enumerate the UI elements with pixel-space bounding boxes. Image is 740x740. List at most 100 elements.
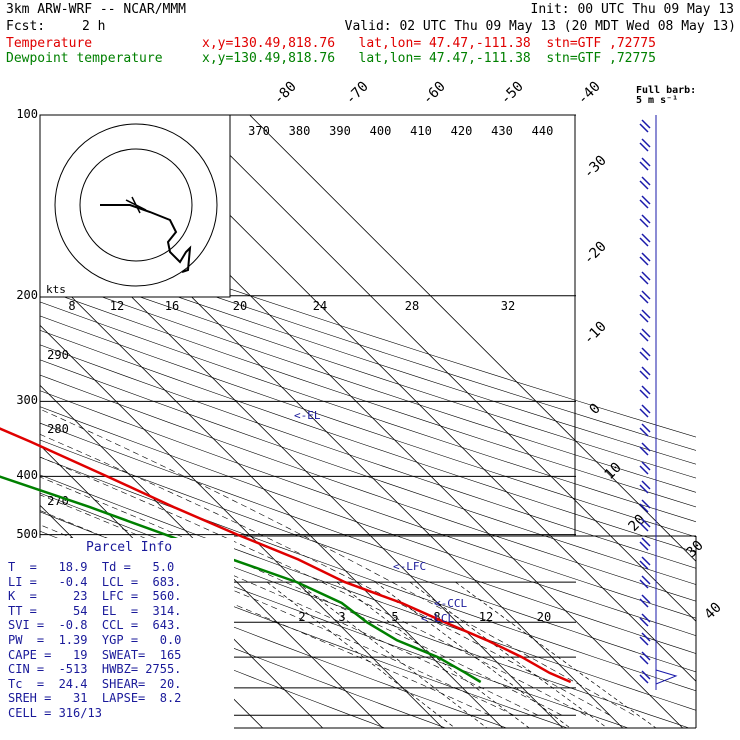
legend-dewpoint-info: x,y=130.49,818.76 lat,lon= 47.47,-111.38… <box>202 51 656 66</box>
hodograph-ring-inner <box>79 148 193 262</box>
dry-adiabat-line <box>40 406 696 636</box>
wind-barb <box>639 480 651 494</box>
pressure-tick-label: 300 <box>16 393 38 408</box>
parcel-info-row: PW = 1.39 YGP = 0.0 <box>8 633 182 647</box>
model-title: 3km ARW-WRF -- NCAR/MMM <box>6 2 187 17</box>
dry-adiabat-line <box>40 592 386 728</box>
full-barb-legend: Full barb: 5 m s⁻¹ <box>636 86 696 106</box>
moist-adiabat-line <box>40 524 491 716</box>
parcel-info-row: TT = 54 EL = 314. <box>8 603 182 618</box>
pressure-tick-label: 100 <box>16 107 38 121</box>
wind-barb <box>639 309 651 323</box>
wind-barb <box>639 385 651 399</box>
fcst-label: Fcst: <box>6 19 46 34</box>
wind-barb <box>639 670 651 684</box>
pressure-tick-label: 400 <box>16 468 38 483</box>
moist-adiabat-line <box>40 456 587 716</box>
dry-adiabat-line <box>40 571 446 728</box>
wind-barb <box>639 271 651 285</box>
isotherm-line <box>40 264 504 728</box>
hodograph-trace <box>100 204 192 273</box>
mixing-ratio-line <box>375 581 571 728</box>
isotherm-label: -30 <box>581 153 610 182</box>
wind-barb <box>639 499 651 513</box>
fcst-value: 2 h <box>82 19 106 34</box>
wind-barb <box>639 290 651 304</box>
temperature-trace <box>0 427 572 684</box>
mixing-ratio-label: 24 <box>313 299 327 313</box>
wind-barb <box>639 442 651 456</box>
isotherm-line <box>40 384 384 728</box>
mixing-ratio-label: 12 <box>110 299 124 313</box>
dry-adiabat-line <box>40 315 696 538</box>
parcel-info-row: T = 18.9 Td = 5.0 <box>8 560 175 574</box>
isotherm-label: -10 <box>581 319 610 348</box>
theta-label: 440 <box>532 124 554 138</box>
isotherm-label: -60 <box>420 79 449 108</box>
dry-adiabat-line <box>40 223 696 438</box>
wind-barb <box>639 366 651 380</box>
mixing-ratio-label: 32 <box>501 299 515 313</box>
theta-left-label: 280 <box>47 422 69 436</box>
mixing-ratio-label: 8 <box>433 610 440 624</box>
hodograph-units: kts <box>46 283 66 296</box>
dry-adiabat-line <box>40 474 696 711</box>
wind-barb <box>639 556 651 570</box>
full-barb-line2: 5 m s⁻¹ <box>636 95 679 106</box>
init-time: Init: 00 UTC Thu 09 May 13 <box>530 2 735 17</box>
pressure-tick-label: 200 <box>16 287 38 302</box>
wind-barb <box>639 176 651 190</box>
dewpoint-trace <box>0 475 482 684</box>
full-barb-line1: Full barb: <box>636 85 697 96</box>
wind-barb <box>639 347 651 361</box>
pressure-tick-label: 500 <box>16 526 38 541</box>
dry-adiabat-line <box>40 274 696 493</box>
dry-adiabat-line <box>40 422 696 654</box>
parcel-info-row: LI = -0.4 LCL = 683. <box>8 574 182 589</box>
isotherm-label: -20 <box>581 239 610 268</box>
el-marker: <-EL <box>294 409 321 422</box>
dry-adiabat-line <box>40 287 696 508</box>
dry-adiabat-line <box>40 439 696 673</box>
isotherm-line <box>40 324 444 728</box>
dry-adiabat-line <box>40 456 696 692</box>
wind-barb <box>639 594 651 608</box>
valid-time: Valid: 02 UTC Thu 09 May 13 (20 MDT Wed … <box>344 19 736 34</box>
plot-area <box>40 115 696 728</box>
isotherm-label: 40 <box>702 600 725 623</box>
isotherm-line <box>189 115 696 622</box>
parcel-info-panel: Parcel Info T = 18.9 Td = 5.0 LI = -0.4 L… <box>8 538 234 738</box>
mixing-ratio-label: 12 <box>479 610 493 624</box>
parcel-info-row: CAPE = 19 SWEAT= 165 <box>8 647 182 662</box>
legend-dewpoint: Dewpoint temperature <box>6 51 163 66</box>
isotherm-label: 30 <box>684 538 707 561</box>
wind-barb <box>639 461 651 475</box>
wind-barb <box>639 632 651 646</box>
isotherm-line <box>129 115 696 682</box>
mixing-ratio-line <box>336 581 530 728</box>
parcel-info-row: K = 23 LFC = 560. <box>8 589 182 604</box>
wind-barb <box>639 537 651 551</box>
theta-label: 410 <box>410 124 432 138</box>
parcel-info-row: Tc = 24.4 SHEAR= 20. <box>8 676 182 691</box>
theta-label: 370 <box>248 124 270 138</box>
mixing-ratio-label: 2 <box>298 610 305 624</box>
theta-label: 430 <box>491 124 513 138</box>
wind-barb <box>639 233 651 247</box>
parcel-info-row: SREH = 31 LAPSE= 8.2 <box>8 691 182 706</box>
mixing-ratio-label: 28 <box>405 299 419 313</box>
theta-label: 400 <box>370 124 392 138</box>
isotherm-label: 0 <box>587 401 604 418</box>
mixing-ratio-line <box>455 581 657 728</box>
isotherm-label: -80 <box>271 79 300 108</box>
isotherm-label: -50 <box>498 79 527 108</box>
theta-label: 420 <box>451 124 473 138</box>
wind-barb <box>639 613 651 627</box>
parcel-info-row: CIN = -513 HWBZ= 2755. <box>8 662 182 677</box>
dry-adiabat-line <box>40 235 696 451</box>
dry-adiabat-line <box>40 248 696 465</box>
ccl-marker: <-CCL <box>434 597 468 610</box>
mixing-ratio-line <box>409 581 608 728</box>
